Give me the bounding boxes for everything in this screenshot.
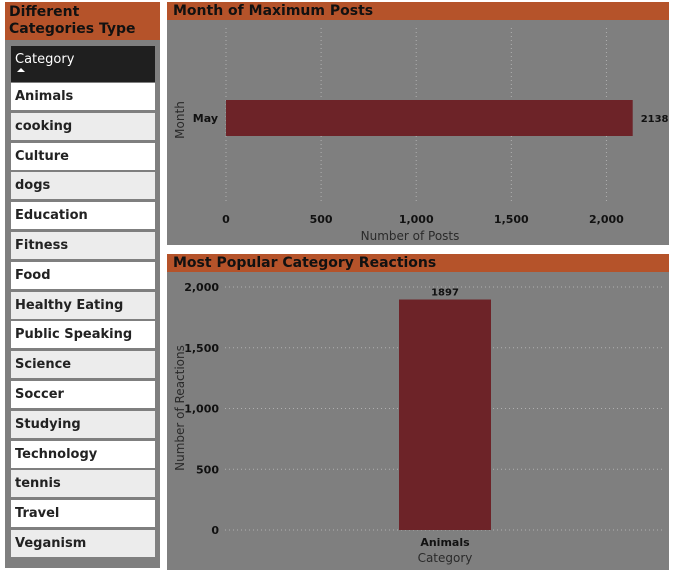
data-label: 2138 <box>641 114 669 125</box>
slicer-item[interactable]: Travel <box>11 500 155 528</box>
sort-caret-icon[interactable] <box>17 68 25 72</box>
chart-title: Most Popular Category Reactions <box>167 254 669 272</box>
category-reactions-chart: 0 500 1,000 1,500 2,000 1897 Animals Category Nu… <box>173 281 663 565</box>
y-tick-label: 2,000 <box>184 281 219 294</box>
x-tick-label: 1,500 <box>494 213 529 226</box>
slicer-item[interactable]: Soccer <box>11 380 155 408</box>
x-tick-label: 1,000 <box>399 213 434 226</box>
x-tick-label: 500 <box>310 213 333 226</box>
slicer-item[interactable]: cooking <box>11 112 155 140</box>
x-tick-label: 2,000 <box>589 213 624 226</box>
slicer-item[interactable]: Education <box>11 202 155 230</box>
bar <box>226 100 633 136</box>
slicer-list: Animals cooking Culture dogs Education Fitnes… <box>11 83 155 560</box>
slicer-item[interactable]: Public Speaking <box>11 321 155 349</box>
y-tick-label: 1,000 <box>184 403 219 416</box>
slicer-item[interactable]: tennis <box>11 470 155 498</box>
x-tick-label: 0 <box>222 213 230 226</box>
category-slicer: Different Categories Type Category Anima… <box>5 2 160 568</box>
y-category-label: May <box>193 112 218 125</box>
y-tick-label: 0 <box>211 524 219 537</box>
slicer-item[interactable]: Healthy Eating <box>11 291 155 319</box>
slicer-item[interactable]: Studying <box>11 410 155 438</box>
y-tick-label: 500 <box>196 463 219 476</box>
slicer-item[interactable]: dogs <box>11 172 155 200</box>
x-axis-title: Category <box>418 551 473 565</box>
y-tick-label: 1,500 <box>184 342 219 355</box>
chart-title: Month of Maximum Posts <box>167 2 669 20</box>
month-max-posts-visual: Month of Maximum Posts 0 500 1,000 1,500 2,0… <box>167 2 669 245</box>
category-reactions-visual: Most Popular Category Reactions 0 500 1,00… <box>167 254 669 570</box>
data-label: 1897 <box>431 288 459 299</box>
slicer-item[interactable]: Food <box>11 261 155 289</box>
y-axis-title: Number of Reactions <box>173 345 187 471</box>
slicer-title: Different Categories Type <box>5 2 160 40</box>
slicer-item[interactable]: Technology <box>11 440 155 468</box>
slicer-item[interactable]: Fitness <box>11 231 155 259</box>
slicer-item[interactable]: Animals <box>11 83 155 110</box>
month-max-posts-chart: 0 500 1,000 1,500 2,000 May 2138 Number of Post… <box>173 28 669 243</box>
slicer-item[interactable]: Veganism <box>11 529 155 557</box>
slicer-item[interactable]: Science <box>11 351 155 379</box>
x-category-label: Animals <box>420 536 470 549</box>
y-axis-title: Month <box>173 101 187 139</box>
slicer-header[interactable]: Category <box>11 46 155 82</box>
bar <box>399 299 491 530</box>
slicer-item[interactable]: Culture <box>11 142 155 170</box>
slicer-header-label: Category <box>15 52 75 67</box>
x-axis-title: Number of Posts <box>361 229 460 243</box>
